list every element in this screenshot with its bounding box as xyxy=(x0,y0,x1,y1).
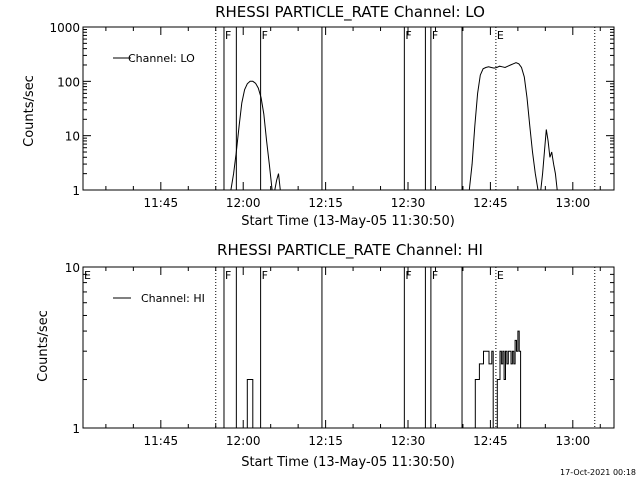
lo-event-marker-label: F xyxy=(405,29,411,42)
lo-x-tick-label: 12:00 xyxy=(226,196,261,210)
lo-channel-panel: RHESSI PARTICLE_RATE Channel: LO Counts/… xyxy=(22,3,615,229)
lo-series-line xyxy=(540,129,558,191)
lo-x-tick-label: 12:45 xyxy=(473,196,508,210)
hi-x-tick-label: 12:30 xyxy=(391,434,426,448)
lo-x-tick-label: 12:30 xyxy=(391,196,426,210)
lo-y-tick-label: 100 xyxy=(57,75,80,89)
lo-x-tick-label: 13:00 xyxy=(556,196,591,210)
hi-x-axis-label: Start Time (13-May-05 11:30:50) xyxy=(241,455,455,470)
lo-series-line xyxy=(274,173,281,191)
hi-x-tick-label: 12:45 xyxy=(473,434,508,448)
lo-y-axis-label: Counts/sec xyxy=(22,75,37,147)
lo-series-line xyxy=(230,80,273,191)
hi-event-marker-label: F xyxy=(405,269,411,282)
hi-channel-panel: RHESSI PARTICLE_RATE Channel: HI Counts/… xyxy=(36,241,615,470)
hi-x-tick-label: 12:15 xyxy=(308,434,343,448)
hi-event-marker-label: F xyxy=(262,269,268,282)
hi-legend-label: Channel: HI xyxy=(141,292,205,305)
lo-plot-frame xyxy=(82,26,615,191)
lo-chart-title: RHESSI PARTICLE_RATE Channel: LO xyxy=(215,3,485,22)
hi-y-axis-label: Counts/sec xyxy=(36,310,51,382)
hi-series-step xyxy=(495,330,522,429)
hi-event-marker-label: E xyxy=(84,269,91,282)
lo-event-marker-label: F xyxy=(225,29,231,42)
hi-event-marker-label: F xyxy=(225,269,231,282)
hi-y-tick-label: 1 xyxy=(72,422,80,436)
hi-event-marker-label: E xyxy=(497,269,504,282)
hi-chart-title: RHESSI PARTICLE_RATE Channel: HI xyxy=(217,241,483,260)
lo-x-tick-label: 12:15 xyxy=(308,196,343,210)
hi-plot-frame xyxy=(82,266,615,429)
lo-y-tick-label: 10 xyxy=(65,130,80,144)
hi-x-tick-label: 13:00 xyxy=(556,434,591,448)
generation-timestamp: 17-Oct-2021 00:18 xyxy=(560,468,636,477)
lo-y-tick-label: 1 xyxy=(72,184,80,198)
hi-series-step xyxy=(473,350,494,429)
hi-y-tick-label: 10 xyxy=(65,261,80,275)
lo-legend-label: Channel: LO xyxy=(128,52,195,65)
lo-event-marker-label: E xyxy=(497,29,504,42)
hi-event-marker-label: F xyxy=(432,269,438,282)
lo-event-marker-label: F xyxy=(432,29,438,42)
hi-x-tick-label: 12:00 xyxy=(226,434,261,448)
lo-x-tick-label: 11:45 xyxy=(144,196,179,210)
lo-event-marker-label: F xyxy=(262,29,268,42)
lo-y-tick-label: 1000 xyxy=(49,21,80,35)
lo-x-axis-label: Start Time (13-May-05 11:30:50) xyxy=(241,214,455,229)
hi-x-tick-label: 11:45 xyxy=(144,434,179,448)
lo-series-line xyxy=(468,62,539,191)
hi-series-step xyxy=(246,379,254,429)
